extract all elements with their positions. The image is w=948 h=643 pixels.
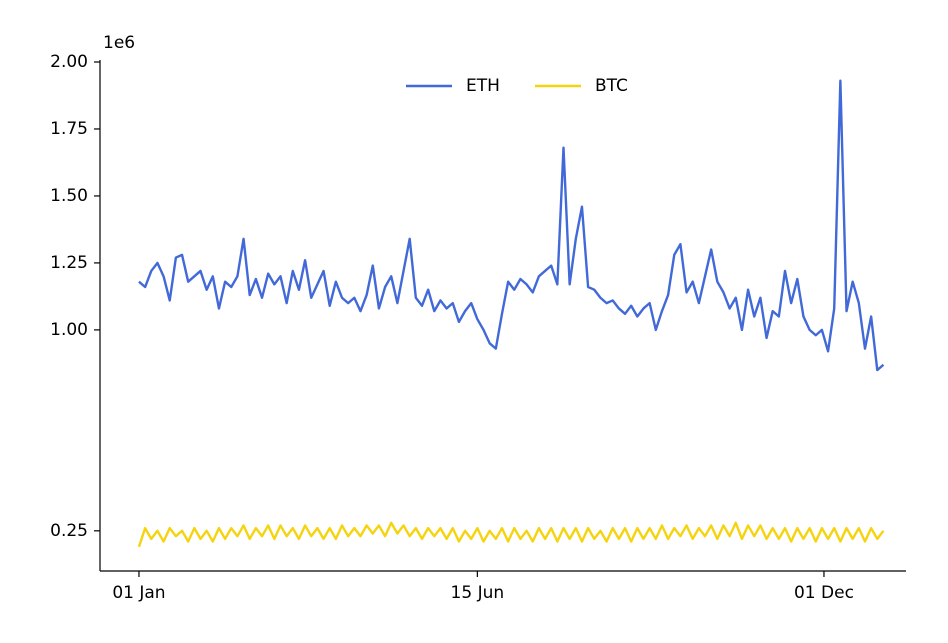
line-series [137, 521, 885, 548]
y-tick-label: 1.00 [50, 320, 88, 340]
y-tick-label: 1.25 [50, 253, 88, 273]
y-tick-label: 1.50 [50, 186, 88, 206]
y-tick-label: 2.00 [50, 52, 88, 72]
legend-label: BTC [595, 76, 628, 96]
x-tick-label: 15 Jun [451, 583, 505, 603]
x-tick-label: 01 Jan [112, 583, 165, 603]
line-series [138, 79, 885, 372]
y-tick-label: 0.25 [50, 521, 88, 541]
x-tick-label: 01 Dec [794, 583, 854, 603]
legend-label: ETH [466, 76, 500, 96]
y-tick-label: 1.75 [50, 119, 88, 139]
y-offset-label: 1e6 [103, 33, 135, 53]
